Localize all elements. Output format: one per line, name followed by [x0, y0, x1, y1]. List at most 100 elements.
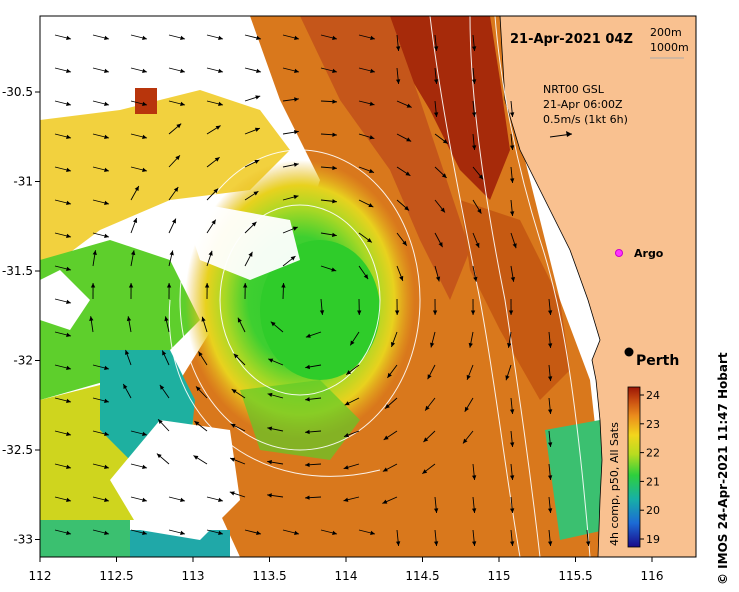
current-vector-head: [208, 250, 213, 256]
current-vector-head: [305, 364, 311, 370]
current-vector-head: [294, 68, 299, 74]
current-vector-head: [218, 68, 223, 74]
current-vector-head: [104, 365, 109, 371]
current-vector-head: [281, 283, 286, 288]
x-tick-label: 112: [29, 569, 52, 583]
current-vector-head: [218, 530, 223, 536]
current-vector-head: [509, 145, 515, 150]
current-vector-head: [509, 112, 515, 117]
current-vector-head: [66, 167, 71, 173]
current-vector-head: [294, 35, 299, 41]
current-vector-head: [126, 316, 132, 322]
map-plot-area: [40, 16, 696, 557]
current-vector-head: [390, 342, 396, 348]
current-vector-head: [104, 35, 109, 41]
current-vector-head: [547, 541, 553, 546]
current-vector-head: [243, 283, 248, 288]
current-vector-head: [293, 194, 299, 200]
current-vector-head: [547, 343, 553, 348]
current-vector-head: [394, 310, 400, 315]
current-vector-head: [66, 101, 71, 107]
current-vector-head: [104, 101, 109, 107]
current-vector-head: [471, 112, 477, 117]
current-vector-head: [180, 101, 185, 107]
current-vector-head: [169, 250, 174, 256]
current-vector-head: [256, 530, 261, 536]
current-vector-head: [92, 250, 97, 255]
x-tick-label: 116: [641, 569, 664, 583]
current-vector-head: [158, 419, 163, 425]
colorbar-tick-label: 24: [646, 389, 660, 402]
datetime-label: 21-Apr-2021 04Z: [510, 32, 633, 47]
current-vector-head: [142, 530, 147, 536]
current-vector-head: [473, 276, 478, 282]
current-vector-head: [369, 135, 375, 140]
vector-legend-time: 21-Apr 06:00Z: [543, 98, 623, 111]
current-vector-head: [382, 499, 388, 504]
current-vector-head: [440, 207, 445, 213]
current-vector-head: [343, 465, 349, 470]
current-vector-head: [159, 384, 165, 390]
current-vector-head: [142, 167, 147, 173]
current-vector-head: [218, 497, 223, 503]
current-vector-head: [399, 275, 404, 281]
current-vector-head: [366, 238, 372, 243]
colorbar-ticks: 24 23 22 21 20 19: [640, 389, 660, 546]
perth-marker-icon[interactable]: [624, 347, 634, 357]
current-vector-head: [406, 137, 412, 142]
current-vector-head: [509, 508, 515, 513]
current-vector-head: [477, 208, 482, 214]
land-australia: [499, 16, 696, 557]
current-vector-head: [128, 283, 134, 288]
colorbar-tick-label: 19: [646, 533, 660, 546]
vector-legend-arrow-icon: [549, 131, 573, 138]
current-vector-head: [294, 530, 299, 536]
current-vector-head: [218, 35, 223, 41]
contour-1000m-label: 1000m: [650, 41, 689, 54]
bathymetry-contours: [168, 16, 591, 557]
current-vector-head: [402, 240, 407, 246]
current-vector-head: [134, 186, 139, 192]
vector-legend-scale: 0.5m/s (1kt 6h): [543, 113, 628, 126]
current-vector-head: [471, 508, 477, 513]
colorbar-tick-label: 20: [646, 504, 660, 517]
argo-marker-icon[interactable]: [615, 249, 623, 257]
current-vector-head: [66, 332, 71, 338]
current-vector-head: [104, 134, 109, 140]
y-tick-label: -32: [13, 354, 33, 368]
current-vector-head: [66, 497, 71, 503]
current-vector-head: [253, 191, 259, 196]
current-vector-head: [256, 68, 261, 74]
current-vector-head: [346, 370, 352, 375]
colorbar-tick-label: 23: [646, 418, 660, 431]
current-vector-head: [131, 250, 136, 256]
x-tick-label: 112.5: [99, 569, 133, 583]
current-vector-head: [193, 455, 199, 460]
current-vector-head: [383, 435, 389, 440]
current-vector-head: [142, 68, 147, 74]
current-vector-head: [332, 530, 337, 536]
y-tick-label: -31.5: [2, 264, 33, 278]
current-vector-head: [237, 317, 242, 323]
current-vector-head: [433, 541, 439, 546]
colorbar-label: 4h comp, p50, All Sats: [608, 422, 621, 546]
current-vector-head: [255, 95, 261, 100]
current-vector-head: [332, 35, 337, 41]
current-vector-head: [175, 155, 180, 161]
current-vectors: [54, 34, 591, 547]
x-tick-label: 115: [488, 569, 511, 583]
argo-label: Argo: [634, 247, 664, 260]
current-vector-head: [66, 200, 71, 206]
current-vector-head: [433, 79, 439, 84]
credit-label: © IMOS 24-Apr-2021 11:47 Hobart: [716, 352, 730, 585]
current-vector-head: [305, 429, 310, 435]
current-vector-head: [104, 431, 109, 437]
current-vector-head: [162, 350, 167, 356]
current-vector-head: [471, 541, 477, 546]
current-vector-head: [104, 464, 109, 470]
current-vector-head: [387, 372, 392, 378]
current-vector-head: [432, 310, 438, 315]
current-vector-head: [385, 404, 390, 409]
current-vector-head: [368, 203, 374, 208]
current-vector-head: [462, 438, 468, 444]
